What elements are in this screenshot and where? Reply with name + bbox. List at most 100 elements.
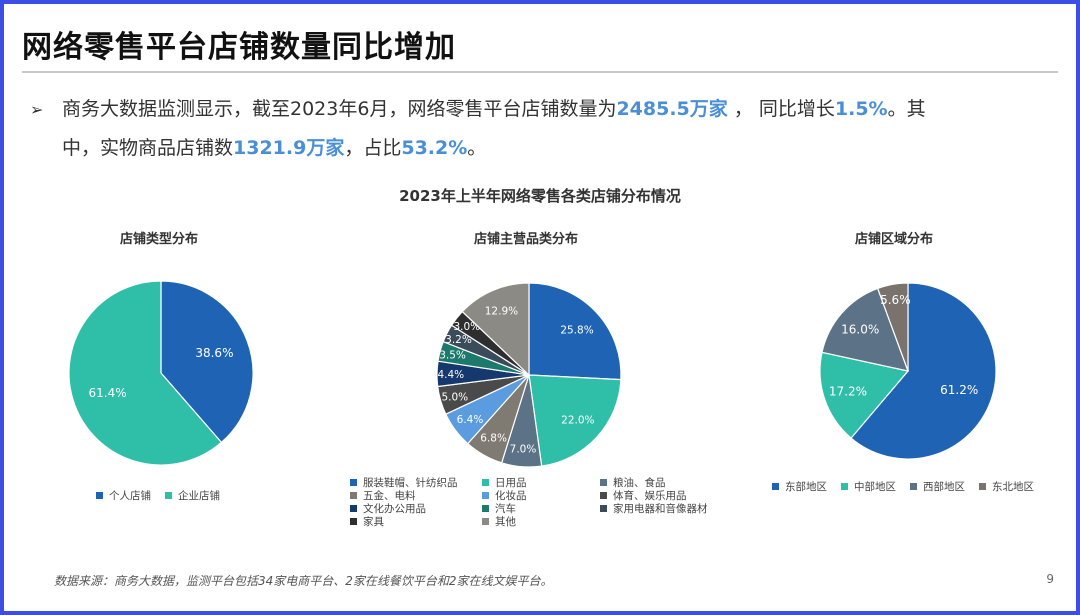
legend-swatch	[482, 518, 489, 525]
legend-label: 中部地区	[854, 481, 896, 493]
pie-label-category-2: 7.0%	[510, 443, 537, 455]
pie-label-category-6: 4.4%	[437, 369, 464, 381]
physical-store-highlight: 1321.9万家	[233, 137, 345, 159]
legend-swatch	[482, 479, 489, 486]
pie-slice-region-3	[876, 282, 909, 372]
pie-slice-category-0	[528, 282, 622, 381]
pie-slice-region-0	[850, 282, 997, 460]
chart-title-category: 店铺主营品类分布	[473, 232, 578, 247]
legend-label: 家用电器和音像器材	[613, 503, 708, 515]
legend-store-type: 个人店铺 企业店铺	[96, 489, 220, 502]
legend-swatch	[482, 505, 489, 512]
title-divider	[22, 71, 1058, 73]
legend-item-category-0: 服装鞋帽、针纺织品	[350, 476, 482, 489]
legend-swatch	[600, 479, 607, 486]
legend-label: 其他	[495, 516, 516, 528]
store-count-highlight: 2485.5万家	[616, 98, 728, 120]
summary-line-2: 中，实物商品店铺数1321.9万家，占比53.2%。	[30, 129, 1040, 167]
legend-label: 西部地区	[923, 481, 965, 493]
legend-item-store-type-1: 企业店铺	[165, 489, 220, 502]
legend-item-region-0: 东部地区	[772, 480, 827, 493]
pie-slice-store-type-0	[160, 280, 254, 444]
pie-label-category-4: 6.4%	[457, 414, 484, 426]
legend-swatch	[350, 505, 357, 512]
summary-text-3: 。其	[887, 98, 926, 120]
pie-label-category-9: 3.0%	[453, 321, 480, 333]
pie-label-store-type-0: 38.6%	[195, 346, 233, 360]
data-source-note: 数据来源：商务大数据，监测平台包括34家电商平台、2家在线餐饮平台和2家在线文娱…	[54, 574, 553, 588]
legend-swatch	[772, 483, 779, 490]
pie-slice-region-1	[819, 351, 910, 439]
pie-label-region-1: 17.2%	[829, 384, 867, 398]
pie-label-category-7: 3.5%	[439, 350, 466, 362]
legend-swatch	[350, 479, 357, 486]
pie-label-store-type-1: 61.4%	[89, 386, 127, 400]
pie-label-category-8: 3.2%	[445, 334, 472, 346]
legend-label: 东北地区	[992, 481, 1034, 493]
legend-item-region-3: 东北地区	[979, 480, 1034, 493]
physical-share-highlight: 53.2%	[401, 137, 468, 159]
pie-label-region-2: 16.0%	[841, 322, 879, 336]
legend-item-region-2: 西部地区	[910, 480, 965, 493]
summary-line-1: ➢ 商务大数据监测显示，截至2023年6月，网络零售平台店铺数量为2485.5万家…	[30, 90, 1040, 129]
legend-category: 服装鞋帽、针纺织品 日用品 粮油、食品五金、电料 化妆品 体育、娱乐用品文化办公用品 汽车…	[350, 476, 730, 528]
legend-label: 企业店铺	[178, 490, 220, 502]
legend-swatch	[979, 483, 986, 490]
legend-item-category-6: 文化办公用品	[350, 502, 482, 515]
pie-label-category-3: 6.8%	[480, 432, 507, 444]
pie-slice-store-type-1	[68, 280, 223, 466]
legend-swatch	[350, 492, 357, 499]
pie-label-category-5: 5.0%	[441, 392, 468, 404]
pie-slice-category-1	[528, 374, 622, 467]
legend-label: 日用品	[495, 477, 527, 489]
pie-slice-category-10	[461, 282, 530, 377]
summary-text-2: ， 同比增长	[727, 98, 835, 120]
legend-label: 东部地区	[785, 481, 827, 493]
legend-swatch	[600, 505, 607, 512]
chart-title-store-type: 店铺类型分布	[119, 232, 198, 247]
legend-label: 文化办公用品	[363, 503, 426, 515]
pie-label-region-3: 5.6%	[880, 293, 911, 307]
summary-text-1: 商务大数据监测显示，截至2023年6月，网络零售平台店铺数量为	[62, 98, 617, 120]
legend-label: 个人店铺	[109, 490, 151, 502]
legend-item-category-2: 粮油、食品	[600, 476, 730, 489]
page-title: 网络零售平台店铺数量同比增加	[22, 30, 456, 65]
legend-label: 体育、娱乐用品	[613, 490, 687, 502]
legend-item-category-7: 汽车	[482, 502, 600, 515]
growth-rate-highlight: 1.5%	[834, 98, 888, 120]
bullet-arrow-icon: ➢	[30, 100, 44, 119]
pie-label-category-0: 25.8%	[560, 324, 593, 336]
legend-swatch	[165, 492, 172, 499]
page-number: 9	[1046, 572, 1054, 586]
summary-text-4: 中，实物商品店铺数	[62, 137, 234, 159]
legend-label: 家具	[363, 516, 384, 528]
pie-label-region-0: 61.2%	[940, 383, 978, 397]
summary-text: ➢ 商务大数据监测显示，截至2023年6月，网络零售平台店铺数量为2485.5万家…	[30, 90, 1040, 167]
legend-item-region-1: 中部地区	[841, 480, 896, 493]
legend-item-category-3: 五金、电料	[350, 489, 482, 502]
legend-item-category-4: 化妆品	[482, 489, 600, 502]
pie-chart-category: 25.8% 22.0% 7.0%6.8% 6.4% 5.0% 4.4% 3.5% 3.2%3.…	[436, 282, 622, 468]
pie-slice-region-2	[821, 287, 909, 372]
pie-chart-store-type: 38.6% 61.4%	[68, 280, 254, 466]
legend-region: 东部地区 中部地区 西部地区 东北地区	[772, 480, 1034, 493]
legend-item-category-9: 家具	[350, 515, 482, 528]
legend-label: 服装鞋帽、针纺织品	[363, 477, 458, 489]
legend-swatch	[600, 492, 607, 499]
legend-swatch	[350, 518, 357, 525]
legend-label: 五金、电料	[363, 490, 416, 502]
summary-text-5: ，占比	[344, 137, 402, 159]
pie-chart-region: 61.2% 17.2% 16.0% 5.6%	[819, 282, 997, 460]
legend-item-category-10: 其他	[482, 515, 600, 528]
legend-item-category-5: 体育、娱乐用品	[600, 489, 730, 502]
pie-label-category-1: 22.0%	[561, 415, 594, 427]
chart-title-region: 店铺区域分布	[854, 232, 933, 247]
legend-item-category-1: 日用品	[482, 476, 600, 489]
pie-label-category-10: 12.9%	[485, 306, 518, 318]
summary-text-6: 。	[467, 137, 487, 159]
legend-swatch	[841, 483, 848, 490]
legend-swatch	[482, 492, 489, 499]
legend-swatch	[910, 483, 917, 490]
legend-item-store-type-0: 个人店铺	[96, 489, 151, 502]
